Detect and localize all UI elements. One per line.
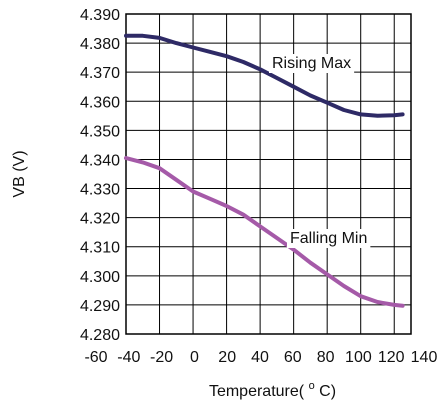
x-tick-label: 120 (378, 349, 405, 366)
x-tick-label: -40 (117, 349, 140, 366)
x-axis-title-degree: o (309, 380, 315, 392)
y-tick-label: 4.350 (80, 123, 120, 140)
y-tick-label: 4.390 (80, 7, 120, 24)
series-labels: Rising Max Falling Min (269, 54, 371, 248)
y-tick-label: 4.280 (80, 327, 120, 344)
y-tick-label: 4.320 (80, 211, 120, 228)
series-line-rising-max (124, 33, 405, 118)
y-axis-ticks: 4.280 4.290 4.300 4.310 4.320 4.330 4.340 4.350… (80, 7, 120, 344)
series-label-rising-max: Rising Max (272, 55, 351, 72)
x-tick-label: 100 (345, 349, 372, 366)
x-tick-label: 0 (190, 349, 199, 366)
x-tick-label: 40 (251, 349, 269, 366)
y-tick-label: 4.340 (80, 152, 120, 169)
x-tick-label: -60 (84, 349, 107, 366)
y-tick-label: 4.330 (80, 182, 120, 199)
x-tick-label: -20 (150, 349, 173, 366)
x-tick-label: 80 (317, 349, 335, 366)
y-tick-label: 4.310 (80, 240, 120, 257)
plot-frame (125, 13, 412, 335)
y-tick-label: 4.380 (80, 36, 120, 53)
y-tick-label: 4.300 (80, 269, 120, 286)
x-tick-label: 140 (411, 349, 438, 366)
series-label-falling-min: Falling Min (290, 230, 367, 247)
x-axis-ticks: -60 -40 -20 0 20 40 60 80 100 120 140 (84, 349, 437, 366)
x-axis-title-prefix: Temperature( (209, 383, 305, 400)
x-tick-label: 20 (218, 349, 236, 366)
x-axis-title: Temperature( o C) (209, 376, 336, 400)
series-line-falling-min (124, 156, 405, 308)
y-axis-title: VB (V) (11, 150, 28, 197)
x-axis-title-suffix: C) (319, 383, 336, 400)
series-label-bg (269, 54, 355, 73)
series-lines (124, 33, 405, 308)
x-tick-label: 60 (284, 349, 302, 366)
y-tick-label: 4.360 (80, 94, 120, 111)
y-tick-label: 4.370 (80, 65, 120, 82)
y-tick-label: 4.290 (80, 298, 120, 315)
series-label-bg (287, 229, 371, 248)
